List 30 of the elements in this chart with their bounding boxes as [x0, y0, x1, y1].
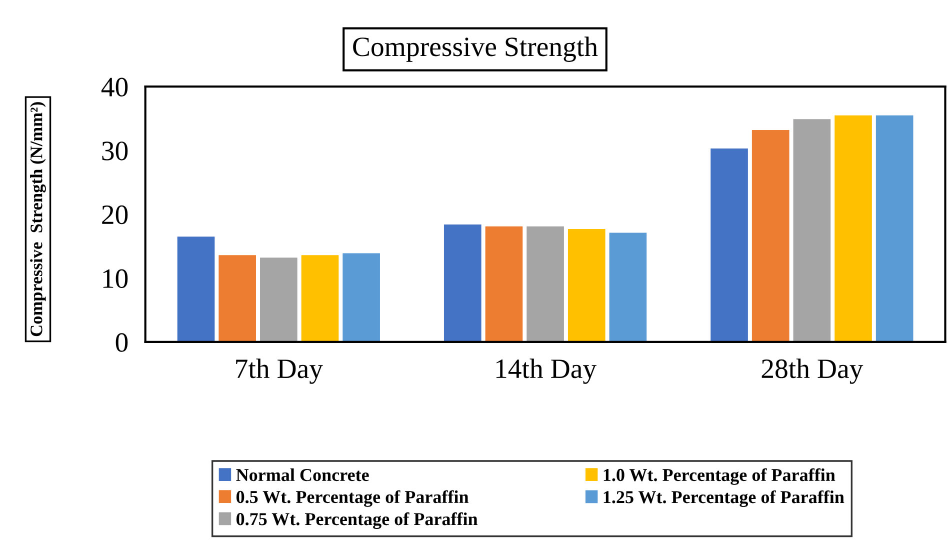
bar [444, 224, 482, 342]
bar [793, 119, 831, 342]
legend-label: 1.0 Wt. Percentage of Paraffin [604, 468, 836, 485]
bar [177, 236, 215, 342]
y-axis-title: Compressive Strength (N/mm²) [30, 102, 46, 336]
y-tick-label: 40 [101, 78, 128, 96]
bar [260, 258, 298, 342]
bar [342, 253, 380, 342]
legend-label: Normal Concrete [236, 468, 369, 482]
legend-label: 0.5 Wt. Percentage of Paraffin [236, 490, 469, 507]
y-tick-label: 20 [102, 205, 128, 224]
bar [568, 228, 606, 342]
bar [609, 232, 647, 342]
bar [218, 255, 256, 342]
y-tick-label: 30 [102, 142, 128, 160]
bar [485, 226, 523, 342]
legend-label: 0.75 Wt. Percentage of Paraffin [236, 512, 478, 530]
chart-title: Compressive Strength [353, 36, 598, 62]
y-tick-label: 0 [116, 333, 128, 352]
y-tick-label: 10 [103, 269, 128, 288]
bar [876, 115, 914, 342]
bar [752, 130, 790, 342]
x-tick-label: 14th Day [496, 358, 596, 384]
bar [301, 255, 339, 342]
x-tick-label: 28th Day [762, 358, 864, 384]
x-tick-label: 7th Day [236, 358, 323, 384]
bar [710, 148, 748, 342]
bar [834, 115, 872, 342]
bar [526, 226, 564, 342]
legend-label: 1.25 Wt. Percentage of Paraffin [604, 490, 844, 508]
